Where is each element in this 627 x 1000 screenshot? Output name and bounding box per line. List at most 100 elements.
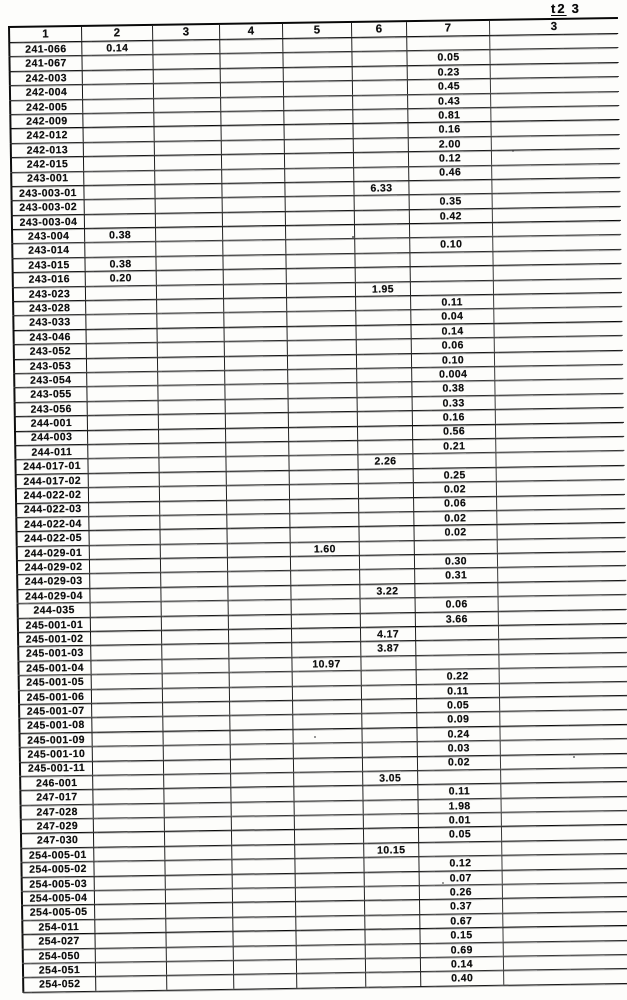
row-label: 254-005-01 (20, 847, 95, 863)
cell-col3 (165, 860, 233, 875)
cell-col3 (153, 83, 222, 98)
row-label: 243-055 (13, 387, 88, 402)
cell-col3 (160, 500, 228, 515)
cell-col8 (502, 840, 627, 855)
cell-col6 (363, 828, 420, 843)
cell-col7: 0.67 (420, 913, 504, 929)
cell-col8 (492, 178, 620, 193)
cell-col4 (221, 125, 285, 140)
cell-col5 (288, 426, 359, 441)
cell-col4 (226, 484, 291, 500)
cell-col8 (490, 34, 618, 49)
row-label: 242-005 (9, 99, 84, 114)
cell-col5 (287, 340, 357, 355)
cell-col7: 0.05 (407, 50, 491, 65)
cell-col2 (85, 285, 158, 300)
cell-col5 (290, 527, 360, 542)
cell-col8 (501, 753, 627, 768)
row-label: 254-005-05 (21, 905, 96, 920)
cell-col2 (89, 558, 162, 574)
cell-col3 (155, 198, 223, 213)
cell-col7: 0.21 (413, 438, 497, 454)
cell-col8 (494, 293, 622, 308)
cell-col7: 0.12 (408, 150, 493, 166)
cell-col4 (233, 945, 297, 960)
cell-col6 (361, 670, 417, 685)
cell-col5 (284, 153, 355, 168)
cell-col7: 3.66 (415, 611, 499, 627)
cell-col4 (232, 887, 297, 903)
row-label: 247-028 (19, 804, 94, 820)
row-label: 244-017-02 (14, 473, 89, 489)
cell-col6 (357, 368, 413, 383)
cell-col7: 0.03 (417, 740, 501, 756)
cell-col6 (352, 80, 409, 95)
cell-col6 (358, 468, 414, 483)
cell-col5 (290, 555, 361, 571)
cell-col6 (357, 382, 413, 397)
cell-col4 (221, 139, 285, 154)
cell-col6 (361, 684, 418, 699)
column-header-7: 7 (406, 20, 491, 37)
cell-col4 (226, 470, 290, 485)
cell-col2 (94, 875, 166, 890)
cell-col6 (353, 94, 409, 109)
cell-col8 (500, 725, 627, 740)
cell-col2 (83, 112, 155, 128)
row-label: 245-001-01 (16, 617, 91, 632)
cell-col3 (159, 485, 228, 501)
cell-col3 (166, 960, 235, 976)
row-label: 245-001-02 (17, 631, 92, 647)
cell-col3 (164, 788, 232, 803)
cell-col5 (287, 311, 357, 326)
cell-col5 (283, 37, 353, 53)
cell-col2 (86, 314, 158, 329)
cell-col6 (359, 511, 415, 527)
row-label: 243-015 (11, 257, 86, 273)
cell-col8 (503, 869, 627, 884)
row-label: 244-001 (13, 416, 88, 431)
cell-col4 (222, 168, 286, 183)
cell-col4 (226, 456, 290, 471)
cell-col4 (227, 513, 291, 529)
cell-col2 (96, 976, 168, 991)
cell-col7: 0.11 (416, 683, 501, 698)
cell-col7: 0.12 (419, 856, 503, 871)
row-label: 244-022-02 (14, 487, 90, 503)
cell-col8 (501, 782, 627, 797)
cell-col2 (90, 616, 162, 631)
cell-col5 (285, 167, 355, 182)
cell-col2 (94, 846, 166, 862)
cell-col2 (83, 127, 155, 142)
cell-col4 (229, 643, 293, 658)
cell-col3 (166, 903, 234, 918)
cell-col4 (232, 873, 296, 888)
cell-col5 (289, 483, 360, 499)
cell-col3 (164, 816, 232, 832)
cell-col5 (294, 829, 365, 844)
cell-col8 (503, 883, 627, 898)
cell-col4 (221, 96, 285, 111)
cell-col4 (233, 902, 297, 917)
cell-col4 (228, 628, 293, 644)
cell-col2 (92, 731, 164, 746)
cell-col5 (288, 383, 358, 398)
cell-col3 (162, 644, 230, 659)
cell-col6 (354, 195, 410, 210)
cell-col7: 0.33 (412, 395, 496, 411)
cell-col5 (294, 800, 364, 815)
cell-col2 (86, 299, 158, 315)
cell-col6: 6.33 (354, 180, 410, 196)
cell-col5 (294, 786, 364, 801)
cell-col6 (358, 439, 414, 455)
cell-col2 (94, 861, 166, 876)
cell-col6 (359, 526, 415, 541)
cell-col7: 2.00 (408, 136, 492, 152)
cell-col4 (223, 240, 287, 255)
cell-col2 (88, 486, 161, 502)
cell-col6 (356, 353, 413, 368)
cell-col4 (227, 556, 292, 572)
cell-col7: 0.02 (417, 755, 502, 770)
cell-col7: 0.14 (411, 323, 495, 339)
cell-col8 (504, 955, 627, 970)
